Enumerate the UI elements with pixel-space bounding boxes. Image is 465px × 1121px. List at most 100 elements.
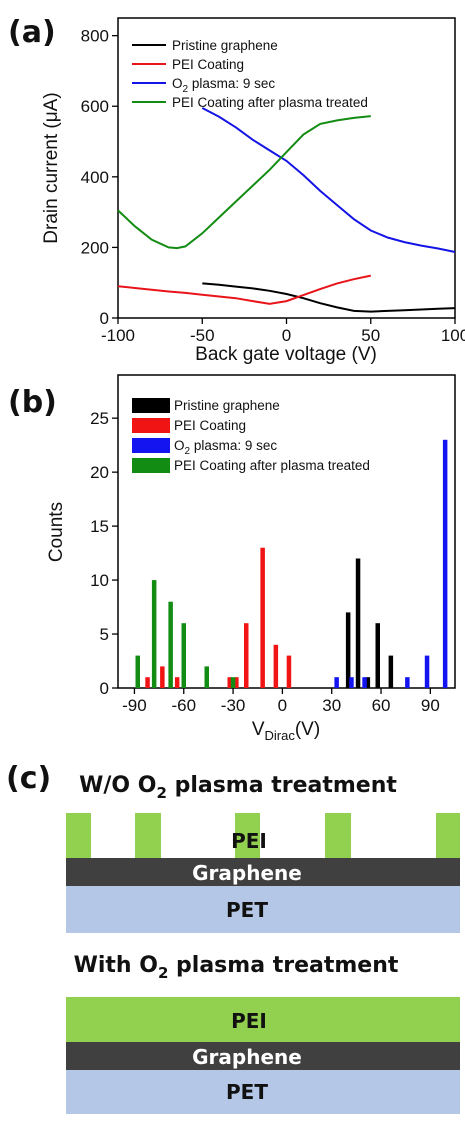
- chart-b-xtick-label: 90: [421, 696, 440, 715]
- graphene-layer-bottom: [66, 1042, 460, 1070]
- chart-a-frame: [117, 17, 456, 319]
- chart-b-ytick-label: 0: [100, 679, 109, 698]
- chart-b-bar-series-1: [345, 612, 351, 688]
- chart-a-legend-label: PEI Coating after plasma treated: [172, 95, 368, 110]
- pei-island: [235, 813, 260, 858]
- chart-b-legend-label: Pristine graphene: [174, 398, 280, 413]
- chart-a-ylabel: Drain current (μA): [41, 92, 62, 243]
- chart-a-series-line-2: [117, 274, 372, 305]
- chart-b-bar-series-3: [334, 677, 339, 688]
- chart-a-xtick-label: -50: [190, 326, 215, 345]
- pei-island: [325, 813, 351, 858]
- pei-label-top: PEI: [231, 829, 267, 853]
- chart-a-legend-label: PEI Coating: [172, 57, 244, 72]
- chart-b-bar-series-4: [168, 601, 173, 688]
- chart-b-xtick-label: 60: [372, 696, 391, 715]
- pet-label-bottom: PET: [226, 1080, 268, 1104]
- chart-b-bar-series-2: [174, 677, 180, 688]
- chart-b: -90 -60 -30 0 30 60 90 0 5 10 15 20 25 Pristine grap…: [46, 374, 456, 743]
- chart-a-xlabel: Back gate voltage (V): [195, 344, 377, 365]
- chart-a-legend-label: Pristine graphene: [172, 38, 278, 53]
- chart-b-bar-series-2: [286, 655, 292, 688]
- chart-b-xtick-label: -60: [171, 696, 196, 715]
- chart-b-bar-series-2: [273, 644, 279, 688]
- chart-a-xtick-label: 0: [282, 326, 291, 345]
- chart-b-bar-series-2: [234, 677, 239, 688]
- chart-a-ytick-label: 600: [81, 97, 109, 116]
- chart-b-frame: [117, 374, 456, 689]
- chart-b-legend-label: O2 plasma: 9 sec: [174, 438, 277, 457]
- chart-b-ytick-label: 15: [90, 517, 109, 536]
- chart-a-ytick-label: 800: [81, 27, 109, 46]
- schematic-with-plasma: With O2 plasma treatment PEI Graphene PE…: [66, 953, 460, 1114]
- chart-b-bar-series-4: [135, 655, 140, 688]
- chart-b-xtick-label: -30: [221, 696, 246, 715]
- chart-b-legend-swatch: [132, 398, 170, 413]
- chart-b-legend-swatch: [132, 438, 170, 453]
- chart-b-legend-swatch: [132, 418, 170, 433]
- chart-a: -100 -50 0 50 100 0 200 400 600 800 Pristine grap…: [41, 17, 465, 365]
- chart-a-xtick-label: -100: [101, 326, 135, 345]
- chart-b-ytick-label: 25: [90, 409, 109, 428]
- chart-b-bar-series-4: [181, 623, 186, 688]
- chart-a-axes: -100 -50 0 50 100 0 200 400 600 800: [81, 27, 465, 345]
- chart-b-bar-series-3: [405, 677, 410, 688]
- panel-label-a: (a): [8, 15, 56, 50]
- chart-b-xtick-label: -90: [122, 696, 147, 715]
- chart-a-ytick-label: 400: [81, 168, 109, 187]
- chart-b-bar-series-2: [145, 677, 150, 688]
- chart-b-bar-series-1: [365, 677, 371, 688]
- chart-a-ytick-label: 200: [81, 238, 109, 257]
- chart-b-ytick-label: 5: [100, 625, 109, 644]
- chart-a-series-line-3: [201, 107, 456, 253]
- chart-a-xtick-label: 100: [441, 326, 465, 345]
- chart-a-series-line-4: [117, 115, 371, 250]
- chart-b-bar-series-3: [442, 439, 448, 688]
- chart-b-bar-series-3: [362, 677, 367, 688]
- chart-b-bar-series-2: [244, 623, 249, 688]
- chart-b-bar-series-2: [260, 547, 265, 688]
- chart-b-ytick-label: 20: [90, 463, 109, 482]
- pei-island: [135, 813, 161, 858]
- chart-b-axes: -90 -60 -30 0 30 60 90 0 5 10 15 20 25: [90, 409, 440, 715]
- chart-b-xlabel: VDirac(V): [252, 719, 320, 743]
- chart-b-legend: Pristine graphene PEI Coating O2 plasma: 9…: [132, 398, 370, 473]
- chart-b-xtick-label: 0: [278, 696, 287, 715]
- pei-layer-bottom: [66, 997, 460, 1042]
- chart-b-bar-series-4: [151, 580, 157, 688]
- chart-b-bar-series-2: [160, 666, 165, 688]
- chart-b-legend-label: PEI Coating after plasma treated: [174, 458, 370, 473]
- chart-b-bar-series-1: [388, 655, 394, 688]
- chart-b-bar-series-3: [349, 677, 354, 688]
- chart-b-bar-series-4: [230, 677, 236, 688]
- schematic-bottom-title: With O2 plasma treatment: [74, 953, 399, 982]
- chart-b-legend-swatch: [132, 458, 170, 473]
- chart-b-bar-series-1: [355, 558, 361, 688]
- chart-b-xtick-label: 30: [322, 696, 341, 715]
- panel-label-c: (c): [6, 761, 51, 796]
- graphene-layer-top: [66, 858, 460, 886]
- chart-a-ytick-label: 0: [100, 309, 109, 328]
- chart-a-series-line-1: [202, 282, 456, 313]
- pei-label-bottom: PEI: [231, 1009, 267, 1033]
- graphene-label-bottom: Graphene: [192, 1045, 302, 1069]
- chart-b-bar-series-4: [204, 666, 209, 688]
- chart-b-ytick-label: 10: [90, 571, 109, 590]
- chart-a-legend: Pristine graphene PEI Coating O2 plasma: 9…: [132, 38, 368, 110]
- chart-b-bar-series-1: [375, 623, 380, 688]
- graphene-label-top: Graphene: [192, 861, 302, 885]
- pei-island: [66, 813, 91, 858]
- chart-b-bar-series-2: [227, 677, 232, 688]
- panel-label-b: (b): [8, 385, 57, 420]
- schematic-top-title: W/O O2 plasma treatment: [79, 773, 397, 802]
- pei-island: [436, 813, 460, 858]
- chart-a-xtick-label: 50: [361, 326, 380, 345]
- pet-substrate-top: [66, 886, 460, 933]
- chart-a-legend-label: O2 plasma: 9 sec: [172, 76, 275, 95]
- chart-b-bar-series-3: [424, 655, 430, 688]
- chart-b-ylabel: Counts: [46, 502, 67, 562]
- chart-b-legend-label: PEI Coating: [174, 418, 246, 433]
- schematic-without-plasma: W/O O2 plasma treatment PEI Graphene PET: [66, 773, 460, 933]
- chart-a-series: [117, 107, 456, 313]
